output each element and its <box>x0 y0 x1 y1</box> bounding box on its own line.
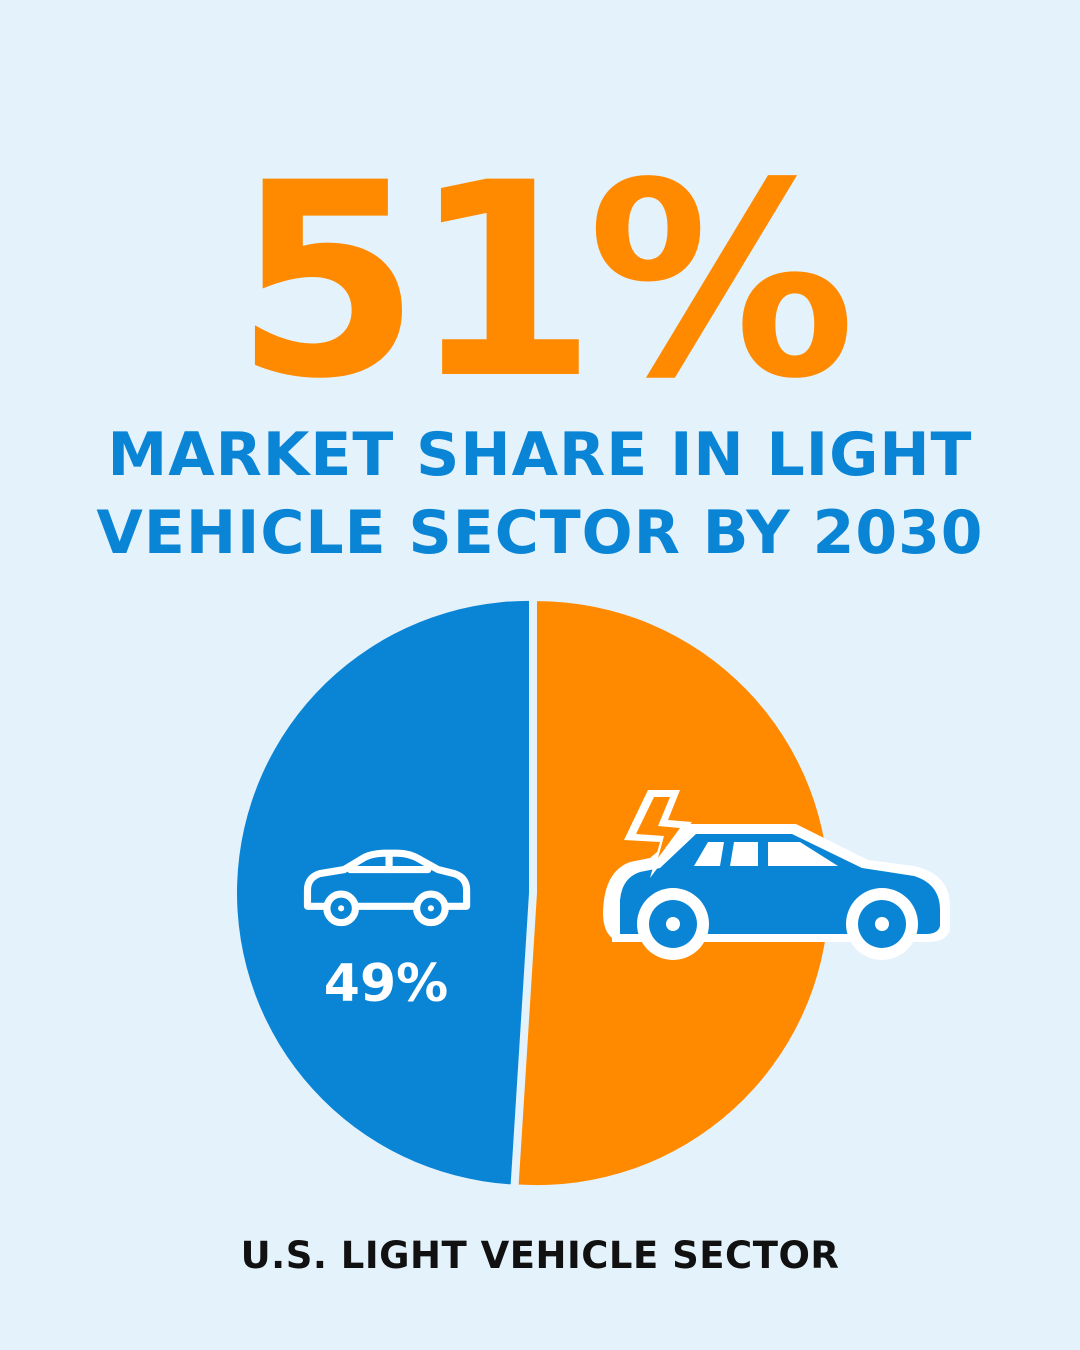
chart-title: U.S. LIGHT VEHICLE SECTOR <box>240 1234 840 1277</box>
pie-slice-0 <box>237 600 530 1185</box>
electric-car-icon <box>603 790 950 960</box>
pie-labels: 49% <box>324 954 448 1014</box>
headline-text: MARKET SHARE IN LIGHT VEHICLE SECTOR BY … <box>0 416 1080 572</box>
pie-slice-label-0: 49% <box>324 954 448 1014</box>
lightning-bolt-icon <box>624 790 692 878</box>
headline-line-1: MARKET SHARE IN LIGHT <box>107 420 973 490</box>
headline-line-2: VEHICLE SECTOR BY 2030 <box>96 498 984 568</box>
headline-stat: 51% <box>234 126 855 438</box>
car-icon <box>303 849 471 927</box>
